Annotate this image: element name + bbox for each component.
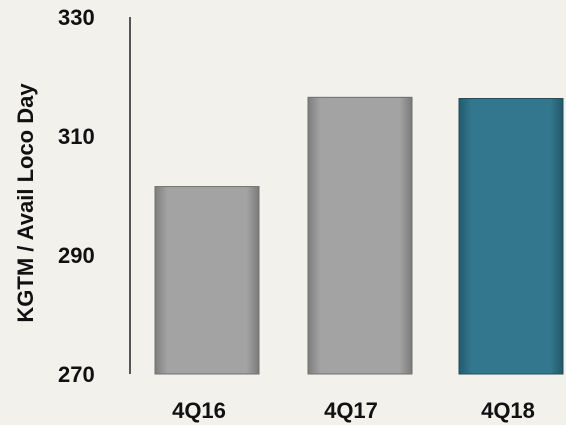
- x-category-label: 4Q18: [481, 398, 535, 423]
- x-category-label: 4Q17: [324, 398, 378, 423]
- x-category-label: 4Q16: [172, 398, 226, 423]
- bars-group: [154, 96, 564, 375]
- bar-4q17: [307, 96, 413, 375]
- x-category-labels: 4Q16 4Q17 4Q18: [172, 398, 535, 423]
- y-tick-label: 270: [58, 362, 95, 387]
- y-tick-label: 330: [58, 5, 95, 30]
- y-tick-label: 310: [58, 124, 95, 149]
- y-tick-label: 290: [58, 243, 95, 268]
- bar-4q18: [458, 98, 564, 375]
- bar-4q16: [154, 186, 260, 375]
- y-axis-title: KGTM / Avail Loco Day: [13, 83, 38, 323]
- y-tick-labels: 270 290 310 330: [58, 5, 95, 387]
